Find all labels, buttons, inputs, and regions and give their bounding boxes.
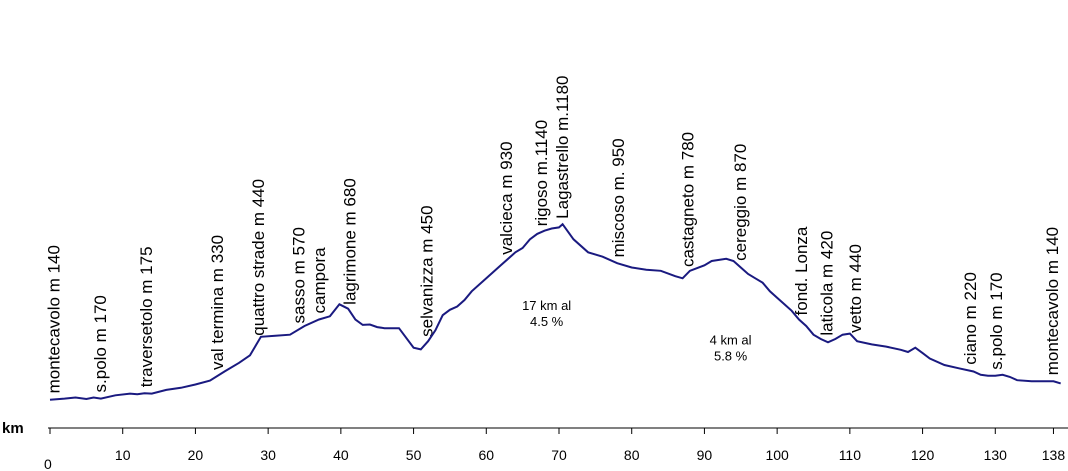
place-label: traversetolo m 175 (137, 246, 156, 387)
place-label: vetto m 440 (846, 244, 865, 333)
place-label: valcieca m 930 (497, 141, 516, 254)
place-label: s.polo m 170 (987, 272, 1006, 369)
place-label: sasso m 570 (290, 227, 309, 323)
gradient-annotation-line: 4.5 % (530, 314, 564, 329)
x-tick-label: 30 (260, 447, 276, 463)
elevation-line (49, 222, 1061, 401)
gradient-annotations: 17 km al4.5 % 4 km al5.8 % (522, 298, 752, 364)
x-tick-label: 60 (478, 447, 494, 463)
x-tick-label: 130 (984, 447, 1008, 463)
x-tick-label: 70 (551, 447, 567, 463)
x-tick-label: 10 (115, 447, 131, 463)
place-label: montecavolo m 140 (1043, 227, 1062, 375)
x-tick-label: 80 (624, 447, 640, 463)
place-label: Lagastrello m.1180 (553, 75, 572, 218)
place-label: castagneto m 780 (679, 132, 698, 267)
place-label: fond. Lonza (792, 226, 811, 315)
place-label: laticola m 420 (818, 231, 837, 336)
place-label: campora (310, 247, 329, 314)
gradient-annotation-line: 4 km al (710, 332, 752, 347)
place-label: val termina m 330 (208, 235, 227, 370)
x-tick-label: 90 (697, 447, 713, 463)
place-label: ciano m 220 (961, 272, 980, 365)
place-label: quattro strade m 440 (249, 179, 268, 336)
gradient-annotation-line: 17 km al (522, 298, 571, 313)
x-tick-label: 0 (44, 456, 52, 471)
x-tick-label: 20 (188, 447, 204, 463)
x-tick-label: 110 (839, 447, 862, 463)
place-label: miscoso m. 950 (609, 138, 628, 257)
place-label: rigoso m.1140 (532, 120, 551, 226)
place-labels: montecavolo m 140 s.polo m 170 traversetol… (45, 75, 1062, 393)
x-tick-label: 120 (911, 447, 935, 463)
x-tick-label: 100 (765, 447, 789, 463)
place-label: lagrimone m 680 (341, 178, 360, 305)
x-tick-label: 138 (1042, 447, 1066, 463)
x-axis-ticks: 0 10 20 30 40 50 60 70 80 90 100 110 120 130 138 (44, 428, 1065, 471)
x-tick-label: 50 (406, 447, 422, 463)
gradient-annotation-line: 5.8 % (714, 348, 748, 363)
x-axis-unit-label: km (2, 420, 24, 437)
place-label: cereggio m 870 (731, 144, 750, 261)
x-tick-label: 40 (333, 447, 349, 463)
place-label: s.polo m 170 (91, 295, 110, 392)
place-label: montecavolo m 140 (45, 245, 64, 393)
place-label: selvanizza m 450 (418, 205, 437, 336)
